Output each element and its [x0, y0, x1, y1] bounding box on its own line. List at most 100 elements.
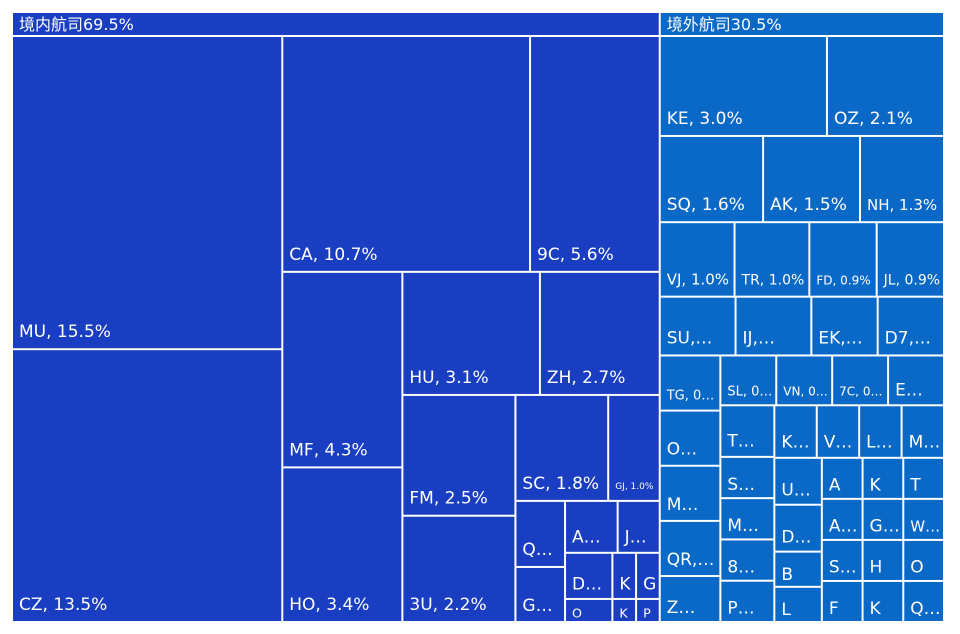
tile-label: MU, 15.5%: [19, 322, 111, 342]
tile: [775, 552, 821, 586]
tile-label: M…: [667, 495, 699, 515]
tile: [660, 297, 735, 355]
tile: [660, 411, 720, 465]
tile: [613, 599, 636, 621]
tile-label: P: [643, 605, 651, 620]
tile: [833, 356, 888, 405]
tile: [721, 457, 774, 498]
tile: [822, 540, 862, 580]
tile: [531, 37, 659, 271]
tile: [609, 395, 659, 500]
tile: [902, 406, 943, 457]
tile: [777, 356, 832, 405]
tile-label: FM, 2.5%: [409, 489, 487, 509]
tile: [283, 272, 402, 467]
tile: [775, 406, 816, 457]
tile: [904, 540, 943, 580]
tile-label: 9C, 5.6%: [537, 245, 614, 265]
tile: [637, 553, 659, 598]
tile-label: M…: [909, 432, 941, 452]
tile: [403, 272, 539, 394]
tile: [904, 581, 943, 621]
tile: [403, 516, 515, 621]
tile-label: SQ, 1.6%: [667, 195, 745, 215]
tile: [516, 567, 565, 621]
tile-label: E…: [895, 380, 923, 400]
tile-label: U…: [781, 480, 810, 500]
tile: [764, 136, 860, 222]
tile: [618, 501, 659, 552]
tile-label: D7,…: [885, 329, 931, 349]
tile-label: B: [781, 565, 793, 585]
tile-label: QR,…: [667, 550, 715, 570]
tile: [660, 136, 763, 222]
tile-label: GJ, 1.0%: [615, 482, 654, 492]
tile: [566, 501, 617, 552]
tile-label: M…: [727, 516, 759, 536]
tile-label: L…: [866, 432, 892, 452]
tile-label: K: [619, 575, 631, 595]
tile-label: 3U, 2.2%: [409, 595, 486, 615]
tile: [721, 356, 776, 405]
tile-label: D…: [781, 527, 811, 547]
tile-label: G…: [870, 517, 900, 537]
tile: [822, 458, 862, 498]
tile: [566, 599, 612, 621]
tile-label: CZ, 13.5%: [19, 595, 107, 615]
tile-label: EK,…: [818, 329, 862, 349]
tile: [812, 297, 877, 355]
tile-label: H: [870, 558, 883, 578]
tile-label: T…: [726, 432, 754, 452]
tile-label: OZ, 2.1%: [834, 109, 913, 129]
tile: [613, 553, 636, 598]
tile: [736, 297, 811, 355]
tile-label: D…: [572, 575, 602, 595]
tile-label: S…: [727, 475, 755, 495]
tile-label: TG, 0…: [666, 389, 715, 404]
tile-label: F: [829, 599, 839, 619]
tile-label: O: [572, 605, 582, 620]
tile-label: TR, 1.0%: [741, 273, 805, 289]
tile-label: L: [781, 600, 791, 620]
tile: [660, 356, 720, 410]
tile-label: A…: [572, 527, 601, 547]
tile-label: K: [870, 599, 882, 619]
tile: [283, 468, 402, 621]
tile-label: O…: [667, 440, 697, 460]
tile: [13, 350, 282, 621]
tile-label: O: [910, 558, 923, 578]
tile-label: J…: [624, 527, 647, 547]
tile: [516, 395, 608, 500]
tile-label: HO, 3.4%: [289, 595, 369, 615]
tile-label: VN, 0…: [783, 384, 827, 398]
tile-label: T: [909, 476, 921, 496]
tile-label: MF, 4.3%: [289, 440, 367, 460]
tile-label: HU, 3.1%: [409, 368, 488, 388]
group-header: [13, 13, 659, 35]
tile: [904, 458, 943, 498]
tile: [863, 540, 903, 580]
tile: [877, 223, 943, 296]
tile: [775, 505, 821, 551]
tile: [660, 577, 720, 621]
tile-label: VJ, 1.0%: [667, 271, 729, 289]
tile-label: G…: [522, 596, 552, 616]
tile: [889, 356, 943, 405]
tile: [863, 581, 903, 621]
tile-label: CA, 10.7%: [289, 245, 377, 265]
tile: [904, 499, 943, 539]
tile-label: AK, 1.5%: [770, 195, 847, 215]
tile: [660, 466, 720, 520]
tile-label: K: [619, 605, 628, 620]
tile-label: A: [829, 476, 841, 496]
tile: [721, 540, 774, 580]
tile-label: KE, 3.0%: [667, 109, 743, 129]
tile: [863, 499, 903, 539]
tile: [566, 553, 612, 598]
tile: [863, 458, 903, 498]
tile-label: SC, 1.8%: [522, 474, 599, 494]
tile: [721, 406, 774, 456]
tile-label: Q…: [910, 599, 940, 619]
tile: [775, 458, 821, 504]
tile-label: JL, 0.9%: [883, 273, 940, 289]
